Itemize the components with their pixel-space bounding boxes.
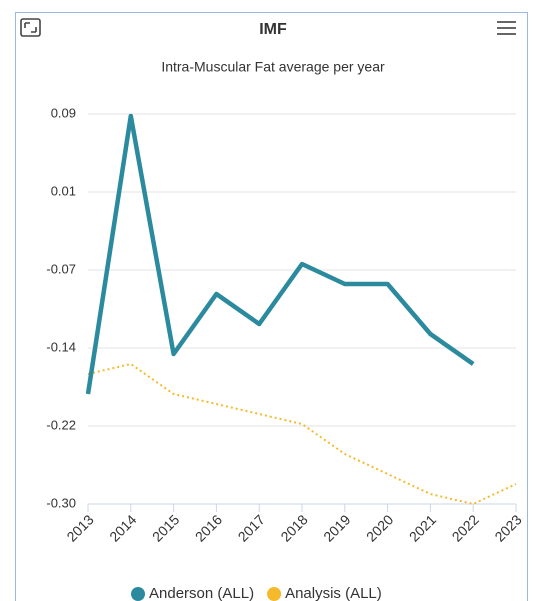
y-tick-label: 0.09 — [51, 105, 76, 120]
series-line — [85, 113, 475, 395]
legend-marker — [131, 587, 145, 601]
y-tick-label: -0.30 — [46, 495, 76, 510]
y-tick-label: 0.01 — [51, 183, 76, 198]
expand-icon[interactable] — [20, 18, 41, 37]
y-tick-label: -0.22 — [46, 417, 76, 432]
y-tick-label: -0.14 — [46, 339, 76, 354]
menu-icon[interactable] — [497, 21, 516, 35]
legend-marker — [267, 587, 282, 601]
chart-title: IMF — [259, 21, 287, 38]
y-tick-label: -0.07 — [46, 261, 76, 276]
legend-label: Anderson (ALL) — [149, 585, 254, 601]
legend-label: Analysis (ALL) — [285, 585, 382, 601]
chart-subtitle: Intra-Muscular Fat average per year — [161, 59, 385, 75]
